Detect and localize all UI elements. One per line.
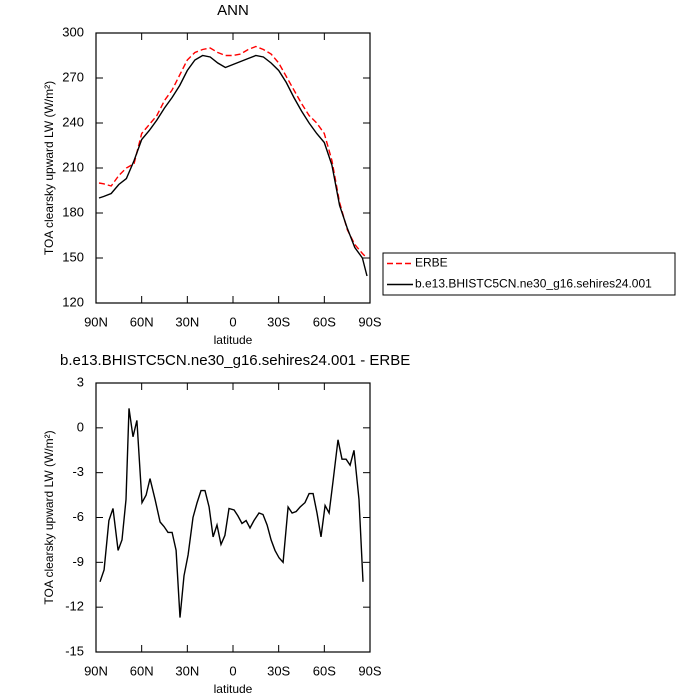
y-axis-label: TOA clearsky upward LW (W/m²): [42, 81, 56, 255]
y-tick-label: -3: [72, 464, 84, 479]
x-tick-label: 60S: [313, 663, 336, 678]
plot-frame: [95, 32, 371, 304]
y-tick-label: -12: [65, 599, 84, 614]
y-tick-label: 270: [62, 69, 84, 84]
x-tick-label: 90S: [358, 663, 381, 678]
y-tick-label: 180: [62, 204, 84, 219]
y-tick-label: -6: [72, 509, 84, 524]
legend-label: b.e13.BHISTC5CN.ne30_g16.sehires24.001: [415, 277, 652, 291]
legend-box: [382, 252, 676, 296]
x-tick-label: 60N: [130, 314, 154, 329]
x-tick-label: 30N: [175, 314, 199, 329]
x-tick-label: 0: [229, 314, 236, 329]
data-line: [99, 408, 364, 618]
chart-title: b.e13.BHISTC5CN.ne30_g16.sehires24.001 -…: [60, 352, 410, 369]
x-tick-label: 30S: [267, 314, 290, 329]
y-axis-label: TOA clearsky upward LW (W/m²): [42, 430, 56, 604]
y-tick-label: 240: [62, 114, 84, 129]
data-line: [98, 54, 368, 277]
x-tick-label: 30N: [175, 663, 199, 678]
y-tick-label: 0: [77, 419, 84, 434]
y-tick-label: 120: [62, 294, 84, 309]
y-tick-label: -15: [65, 643, 84, 658]
y-tick-label: 300: [62, 24, 84, 39]
x-tick-label: 60N: [130, 663, 154, 678]
x-axis-label: latitude: [214, 333, 253, 347]
x-tick-label: 90S: [358, 314, 381, 329]
chart-title: ANN: [217, 2, 249, 19]
x-tick-label: 90N: [84, 663, 108, 678]
plot-frame: [95, 382, 371, 653]
x-tick-label: 60S: [313, 314, 336, 329]
x-tick-label: 90N: [84, 314, 108, 329]
y-tick-label: 3: [77, 374, 84, 389]
data-line: [98, 45, 368, 259]
x-tick-label: 30S: [267, 663, 290, 678]
x-tick-label: 0: [229, 663, 236, 678]
y-tick-label: 150: [62, 249, 84, 264]
y-tick-label: -9: [72, 554, 84, 569]
x-axis-label: latitude: [214, 682, 253, 696]
y-tick-label: 210: [62, 159, 84, 174]
legend-label: ERBE: [415, 256, 448, 270]
